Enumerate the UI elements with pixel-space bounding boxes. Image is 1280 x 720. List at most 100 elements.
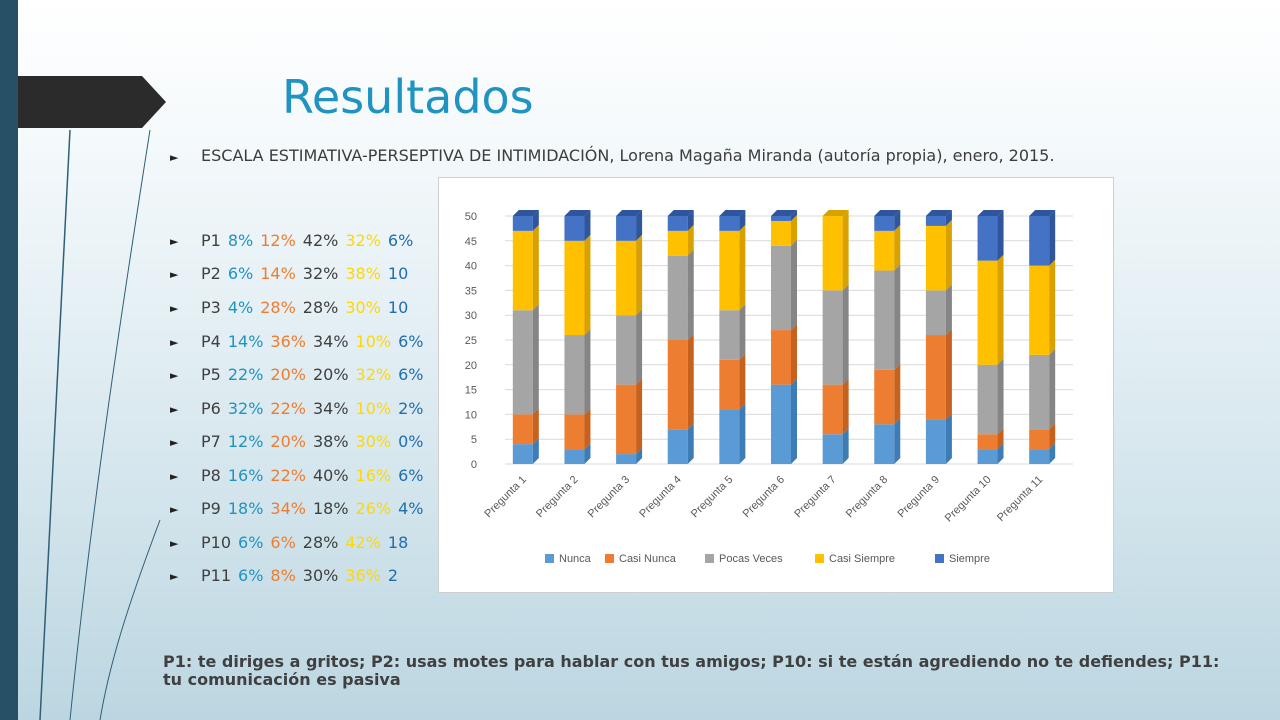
bar-segment-side [997,210,1004,261]
bar-segment [874,216,895,231]
bar-top-cap [822,210,849,216]
bar-segment [977,216,998,261]
bar-segment [719,310,740,360]
y-tick-label: 35 [465,285,477,297]
bar-segment-side [584,408,591,450]
bar-top-cap [925,210,952,216]
row-value: 18% [312,499,349,518]
bar-top-cap [667,210,694,216]
bullet-icon: ► [170,235,179,248]
row-value: 6% [270,533,296,552]
bar-segment-side [739,403,746,464]
bar-segment [616,216,637,241]
bar-segment-side [842,378,849,435]
bar-segment [874,230,895,271]
x-tick-label: Pregunta 9 [895,474,942,521]
row-value: 16% [227,466,264,485]
bar-segment-side [739,304,746,360]
row-label: P3 [201,298,221,317]
decorative-lines [39,129,161,720]
bar-segment-side [945,329,952,420]
bar-segment [1029,354,1050,430]
row-value: 6% [398,365,424,384]
bar-segment [512,230,533,311]
stacked-bar-chart: 0 5 10 15 20 25 30 35 40 45 50 Pregunta 1 Pregunta 2… [438,177,1114,593]
footer-note: P1: te diriges a gritos; P2: usas motes … [163,652,1220,689]
bar-segment [771,220,791,246]
bar-top-cap [977,210,1004,216]
x-tick-label: Pregunta 4 [637,474,684,521]
left-accent-bar [0,0,18,720]
bar-segment-side [584,443,591,464]
bar-segment-side [894,210,901,231]
row-value: 36% [270,332,306,351]
row-value: 12% [227,432,264,451]
bar-segment [925,419,946,464]
y-tick-label: 10 [465,409,477,421]
bar-segment [925,225,946,291]
bar-segment-side [842,428,849,464]
bar-segment-side [1049,348,1056,430]
row-value: 2% [398,399,424,418]
bullet-icon: ► [170,470,179,483]
bar-segment-side [532,408,539,445]
row-label: P7 [201,432,221,451]
bar-segment-side [636,378,643,455]
bar-segment [1029,216,1050,266]
bar-segment-side [1049,210,1056,266]
bar-segment-side [842,284,849,385]
bar-segment [512,414,533,445]
bar-segment-side [1049,259,1056,355]
bar-segment [667,255,688,340]
row-value: 32% [345,231,381,250]
bar-segment-side [532,304,539,415]
y-tick-label: 40 [465,261,477,273]
row-value: 4% [227,298,254,317]
bar-segment-side [687,334,694,430]
bar-segment-side [997,443,1004,464]
bar-segment-side [1049,443,1056,464]
bar-segment [564,240,585,336]
row-value: 0% [398,432,424,451]
bullet-icon: ► [170,570,179,583]
bar-segment [977,434,998,450]
bar-segment-side [532,224,539,311]
bar-segment [616,240,637,316]
bullet-icon: ► [170,537,179,550]
bar-segment [925,216,946,226]
bar-segment-side [945,219,952,291]
row-value: 16% [355,466,392,485]
legend-swatch [935,554,944,563]
bar-segment-side [791,214,797,246]
bar-segment-side [945,210,952,226]
row-value: 32% [302,264,339,283]
x-tick-label: Pregunta 5 [689,474,736,521]
bar-segment-side [687,210,694,231]
bar-segment [822,290,843,385]
bar-segment-side [997,358,1004,435]
bar-segment [667,216,688,231]
bar-segment [719,216,740,231]
bar-top-cap [616,210,643,216]
percentage-row: P10 6% 6% 28% 42% 18 [201,533,415,553]
row-value: 34% [312,332,349,351]
bullet-icon: ► [170,268,179,281]
bar-segment-side [584,210,591,241]
bar-segment [616,315,637,385]
bar-segment-side [687,423,694,464]
row-value: 6% [398,332,424,351]
legend-swatch [545,554,554,563]
y-tick-label: 20 [465,360,477,372]
row-value: 4% [398,499,424,518]
row-value: 20% [270,432,306,451]
bar-segment-side [1049,423,1056,450]
intro-text: ESCALA ESTIMATIVA-PERSEPTIVA DE INTIMIDA… [201,146,1055,165]
bar-segment-side [997,428,1004,450]
bar-segment [616,454,637,464]
row-value: 30% [345,298,381,317]
bar-segment [771,330,791,385]
bar-segment [667,230,688,256]
bar-segment [512,444,533,464]
bar-segment-side [791,378,797,464]
bar-segment-side [945,413,952,464]
